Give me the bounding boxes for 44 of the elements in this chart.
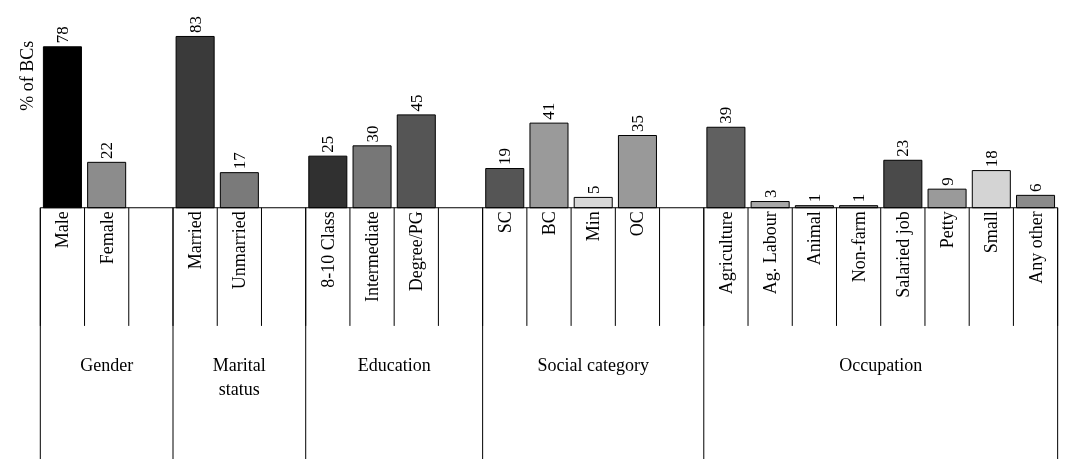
x-tick-label: OC: [627, 211, 648, 237]
x-tick-label: Any other: [1025, 211, 1046, 284]
data-label: 19: [495, 148, 515, 166]
y-axis-title: % of BCs: [17, 40, 38, 111]
data-label: 3: [760, 189, 780, 199]
x-tick-label: Unmarried: [229, 211, 250, 290]
data-label: 1: [849, 193, 869, 203]
data-label: 22: [97, 141, 117, 159]
text: Social category: [537, 355, 649, 376]
data-label: 17: [229, 151, 249, 170]
x-tick-label: Small: [981, 211, 1002, 254]
x-tick-label: Female: [96, 211, 117, 265]
data-label: 30: [362, 125, 382, 143]
x-tick-label: SC: [494, 211, 515, 234]
x-tick-label: Agriculture: [715, 211, 736, 295]
x-tick-label: BC: [538, 211, 559, 236]
data-label: 9: [937, 177, 957, 186]
x-tick-label: Intermediate: [362, 211, 383, 303]
data-label: 18: [981, 150, 1001, 168]
x-tick-label: 8-10 Class: [317, 211, 338, 288]
data-label: 6: [1026, 183, 1046, 192]
x-tick-label: Male: [52, 211, 73, 249]
x-tick-label: Min: [583, 211, 604, 242]
data-label: 35: [627, 115, 647, 133]
data-label: 23: [893, 139, 913, 157]
data-label: 5: [583, 185, 603, 194]
data-label: 39: [716, 106, 736, 124]
text: Occupation: [839, 355, 923, 376]
data-label: 41: [539, 102, 559, 120]
x-tick-label: Animal: [804, 211, 825, 266]
data-label: 1: [804, 193, 824, 203]
text: Gender: [80, 355, 134, 376]
text: Marital status: [212, 355, 266, 400]
x-tick-label: Ag. Labour: [760, 211, 781, 295]
x-tick-label: Petty: [937, 211, 958, 249]
x-tick-label: Married: [185, 211, 206, 270]
data-label: 25: [318, 135, 338, 153]
data-label: 45: [406, 94, 426, 112]
data-label: 83: [185, 16, 205, 34]
data-label: 78: [52, 26, 72, 44]
x-tick-label: Degree/PG: [406, 211, 427, 292]
text: Education: [357, 355, 431, 376]
x-tick-label: Salaried job: [892, 211, 913, 298]
x-tick-label: Non-farm: [848, 211, 869, 283]
